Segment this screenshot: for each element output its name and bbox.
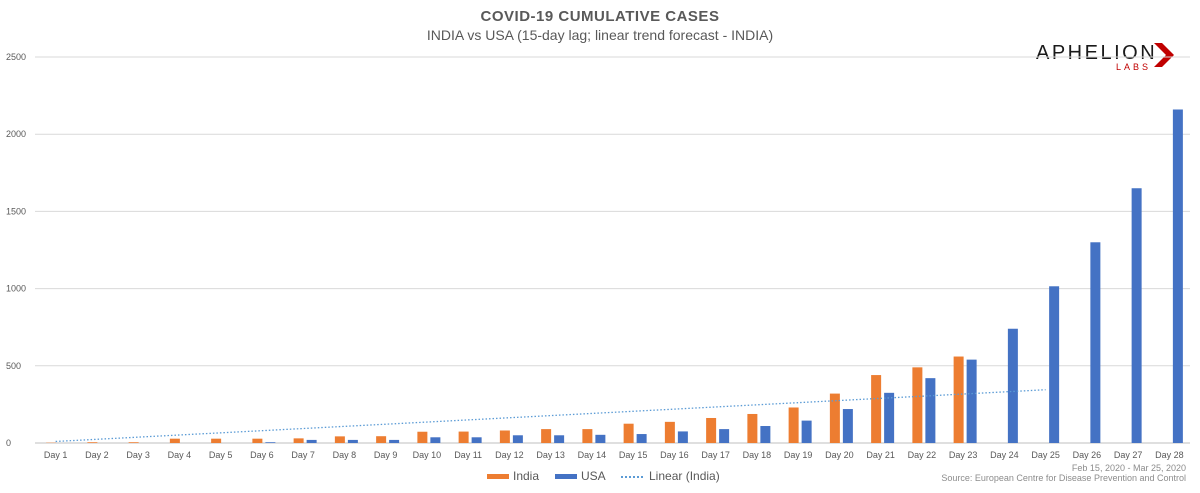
x-tick-label-day-5: Day 5 xyxy=(209,450,233,460)
bar-usa-day-12 xyxy=(512,435,523,443)
bar-usa-day-20 xyxy=(842,409,853,443)
x-tick-label-day-19: Day 19 xyxy=(784,450,813,460)
legend-label-linear: Linear (India) xyxy=(649,469,720,483)
legend-label-usa: USA xyxy=(581,469,606,483)
x-tick-label-day-11: Day 11 xyxy=(454,450,482,460)
logo-main-text: APHELION xyxy=(1036,42,1158,64)
bar-india-day-16 xyxy=(664,421,675,443)
bar-usa-day-21 xyxy=(884,392,895,443)
bar-usa-day-26 xyxy=(1090,242,1101,443)
bar-india-day-18 xyxy=(747,413,758,443)
x-tick-label-day-14: Day 14 xyxy=(578,450,607,460)
x-tick-label-day-17: Day 17 xyxy=(701,450,730,460)
bar-usa-day-19 xyxy=(801,420,812,443)
x-tick-label-day-22: Day 22 xyxy=(908,450,937,460)
y-tick-label-1000: 1000 xyxy=(6,284,26,294)
x-tick-label-day-20: Day 20 xyxy=(825,450,854,460)
x-tick-label-day-13: Day 13 xyxy=(536,450,565,460)
y-tick-label-2000: 2000 xyxy=(6,129,26,139)
x-tick-label-day-25: Day 25 xyxy=(1031,450,1060,460)
bar-india-day-13 xyxy=(541,429,552,443)
bar-india-day-7 xyxy=(293,438,304,443)
bar-usa-day-27 xyxy=(1131,188,1142,443)
x-tick-label-day-6: Day 6 xyxy=(250,450,274,460)
x-tick-label-day-16: Day 16 xyxy=(660,450,689,460)
x-tick-label-day-10: Day 10 xyxy=(413,450,442,460)
bar-usa-day-11 xyxy=(471,437,482,443)
bar-usa-day-22 xyxy=(925,378,936,443)
bar-india-day-14 xyxy=(582,429,593,443)
bar-india-day-22 xyxy=(912,367,923,443)
y-tick-label-0: 0 xyxy=(6,438,11,448)
legend-label-india: India xyxy=(513,469,540,483)
legend-item-india: India xyxy=(487,469,539,483)
y-tick-label-500: 500 xyxy=(6,361,21,371)
x-tick-label-day-27: Day 27 xyxy=(1114,450,1143,460)
bar-india-day-23 xyxy=(953,356,964,443)
chart-title: COVID-19 CUMULATIVE CASES xyxy=(480,8,720,25)
bar-usa-day-9 xyxy=(389,439,400,443)
bar-usa-day-24 xyxy=(1007,328,1018,443)
x-tick-label-day-15: Day 15 xyxy=(619,450,648,460)
x-tick-label-day-2: Day 2 xyxy=(85,450,109,460)
bar-india-day-17 xyxy=(706,417,717,443)
y-tick-label-2500: 2500 xyxy=(6,52,26,62)
x-tick-label-day-9: Day 9 xyxy=(374,450,398,460)
x-tick-label-day-28: Day 28 xyxy=(1155,450,1184,460)
bar-india-day-19 xyxy=(788,407,799,443)
bar-india-day-12 xyxy=(499,430,510,443)
bar-india-day-15 xyxy=(623,423,634,443)
bar-usa-day-28 xyxy=(1172,109,1183,443)
legend-item-usa: USA xyxy=(555,469,606,483)
date-range: Feb 15, 2020 - Mar 25, 2020 xyxy=(1071,463,1186,473)
x-tick-label-day-23: Day 23 xyxy=(949,450,978,460)
bar-india-day-10 xyxy=(417,431,428,443)
bar-india-day-4 xyxy=(169,438,180,443)
chevron-arrow-icon xyxy=(1154,43,1174,67)
bar-usa-day-23 xyxy=(966,359,977,443)
x-tick-label-day-7: Day 7 xyxy=(291,450,315,460)
legend-item-linear: Linear (India) xyxy=(621,469,720,483)
x-tick-label-day-4: Day 4 xyxy=(168,450,192,460)
bar-india-day-6 xyxy=(252,438,263,443)
bar-usa-day-15 xyxy=(636,434,647,443)
bar-usa-day-13 xyxy=(554,435,565,443)
x-tick-label-day-18: Day 18 xyxy=(743,450,772,460)
bar-usa-day-10 xyxy=(430,437,441,443)
source-note: Source: European Centre for Disease Prev… xyxy=(941,473,1186,483)
trendline-linear-india xyxy=(55,389,1046,443)
bar-india-day-3 xyxy=(128,442,139,443)
bar-india-day-21 xyxy=(871,375,882,443)
bar-usa-day-25 xyxy=(1049,286,1060,443)
logo-sub-text: LABS xyxy=(1116,62,1152,72)
legend-swatch-india xyxy=(487,474,509,480)
bar-india-day-9 xyxy=(376,436,387,443)
x-tick-label-day-8: Day 8 xyxy=(333,450,357,460)
x-tick-label-day-26: Day 26 xyxy=(1073,450,1102,460)
x-tick-label-day-3: Day 3 xyxy=(126,450,150,460)
y-tick-label-1500: 1500 xyxy=(6,206,26,216)
x-tick-label-day-1: Day 1 xyxy=(44,450,68,460)
bar-usa-day-8 xyxy=(347,439,358,443)
bar-india-day-8 xyxy=(334,436,345,443)
x-tick-label-day-12: Day 12 xyxy=(495,450,524,460)
bar-india-day-5 xyxy=(211,438,222,443)
chart-subtitle: INDIA vs USA (15-day lag; linear trend f… xyxy=(426,27,774,43)
bar-usa-day-17 xyxy=(719,429,730,443)
aphelion-logo: APHELION LABS xyxy=(1028,41,1188,75)
x-tick-label-day-24: Day 24 xyxy=(990,450,1019,460)
legend-swatch-linear xyxy=(621,475,643,478)
bar-usa-day-6 xyxy=(265,442,276,443)
legend-swatch-usa xyxy=(555,474,577,480)
bar-usa-day-16 xyxy=(677,431,688,443)
bar-india-day-20 xyxy=(829,393,840,443)
x-tick-label-day-21: Day 21 xyxy=(866,450,895,460)
bar-india-day-11 xyxy=(458,431,469,443)
bar-usa-day-14 xyxy=(595,434,606,443)
bar-usa-day-7 xyxy=(306,439,317,443)
bar-usa-day-18 xyxy=(760,426,771,443)
bar-india-day-2 xyxy=(87,442,98,443)
